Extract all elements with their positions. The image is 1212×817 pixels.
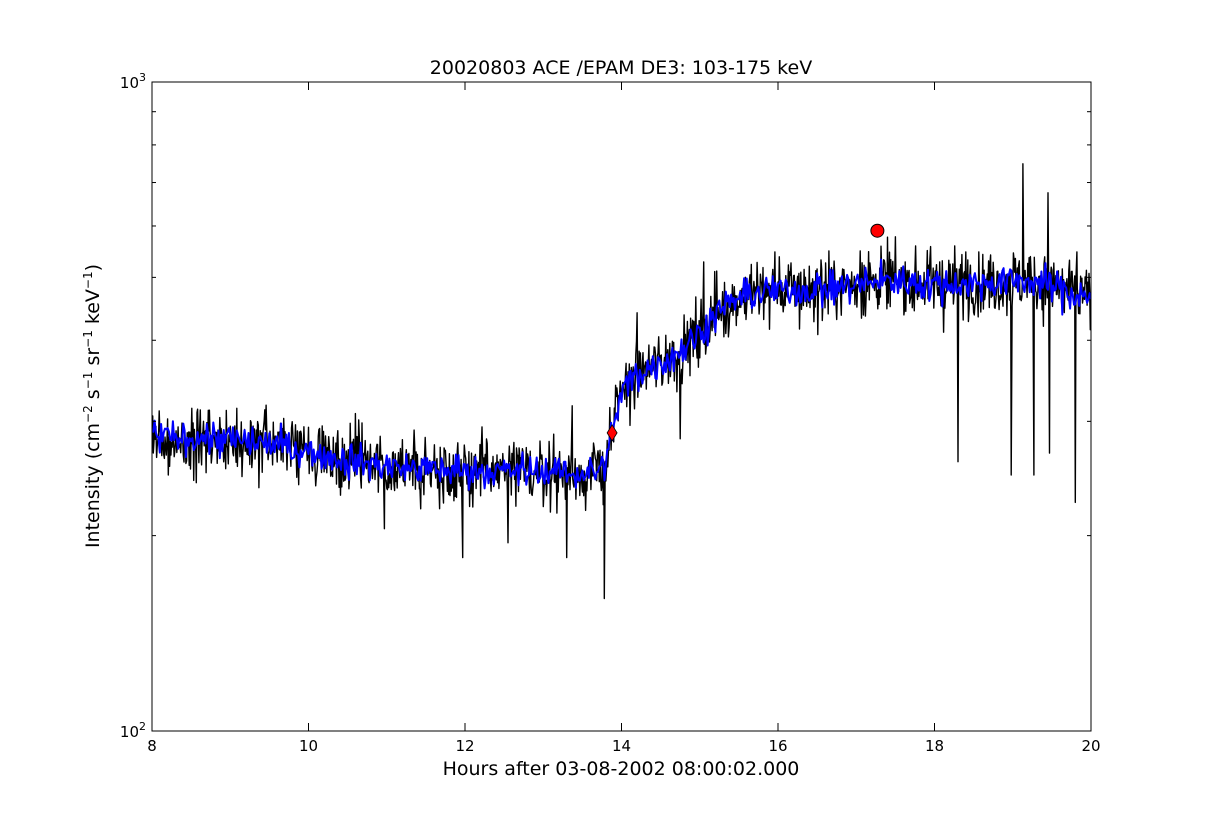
x-tick-label: 12 [455,737,474,755]
onset-marker-circle [870,223,885,238]
plot-area [152,163,1091,600]
chart-title: 20020803 ACE /EPAM DE3: 103-175 keV [430,57,812,79]
x-tick-label: 18 [925,737,944,755]
onset-marker-diamond [606,424,618,442]
x-tick-label: 10 [299,737,318,755]
y-axis-label: Intensity (cm−2 s−1 sr−1 keV−1) [81,264,104,548]
x-tick-label: 14 [612,737,631,755]
x-tick-label: 20 [1081,737,1100,755]
x-tick-label: 16 [768,737,787,755]
series-group [152,163,1091,600]
x-tick-label: 8 [147,737,157,755]
y-tick-label: 103 [120,71,146,92]
axes: 8 10 12 14 16 18 20 102 103 [120,71,1101,755]
y-tick-label: 102 [120,720,146,741]
smoothed-intensity-line [152,258,1091,491]
x-axis-label: Hours after 03-08-2002 08:00:02.000 [443,758,800,780]
